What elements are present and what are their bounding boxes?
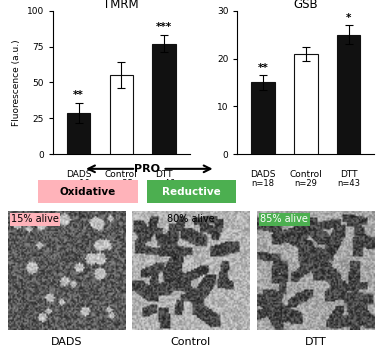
Text: n=29: n=29 <box>294 179 317 188</box>
Text: 15% alive: 15% alive <box>11 214 59 224</box>
Text: DTT: DTT <box>340 170 357 179</box>
Text: Control: Control <box>105 170 138 179</box>
Text: 80% alive: 80% alive <box>167 214 215 224</box>
Text: *: * <box>346 13 351 22</box>
Text: n=25: n=25 <box>110 179 133 188</box>
Text: Reductive: Reductive <box>162 187 221 197</box>
Title: GSB: GSB <box>294 0 318 11</box>
Bar <box>337 34 360 154</box>
Bar <box>110 75 133 154</box>
Text: DTT: DTT <box>305 337 326 347</box>
Text: DADS: DADS <box>51 337 82 347</box>
Text: PRO: PRO <box>135 164 160 174</box>
Text: Oxidative: Oxidative <box>60 187 116 197</box>
Text: n=43: n=43 <box>337 179 360 188</box>
Text: Control: Control <box>171 337 211 347</box>
Text: DADS: DADS <box>66 170 91 179</box>
Text: **: ** <box>73 90 84 100</box>
Text: n=10: n=10 <box>67 179 90 188</box>
Bar <box>67 113 90 154</box>
Text: **: ** <box>258 63 268 73</box>
Title: TMRM: TMRM <box>104 0 139 11</box>
Text: 85% alive: 85% alive <box>260 214 308 224</box>
Bar <box>251 82 275 154</box>
Text: Control: Control <box>290 170 322 179</box>
Bar <box>152 44 176 154</box>
Y-axis label: Fluorescence (a.u.): Fluorescence (a.u.) <box>12 39 21 126</box>
Text: DTT: DTT <box>155 170 173 179</box>
Bar <box>294 54 318 154</box>
FancyBboxPatch shape <box>38 180 138 203</box>
Text: n=18: n=18 <box>252 179 275 188</box>
Text: n=46: n=46 <box>152 179 175 188</box>
FancyBboxPatch shape <box>147 180 236 203</box>
Text: ***: *** <box>156 22 172 32</box>
Text: DADS: DADS <box>250 170 276 179</box>
